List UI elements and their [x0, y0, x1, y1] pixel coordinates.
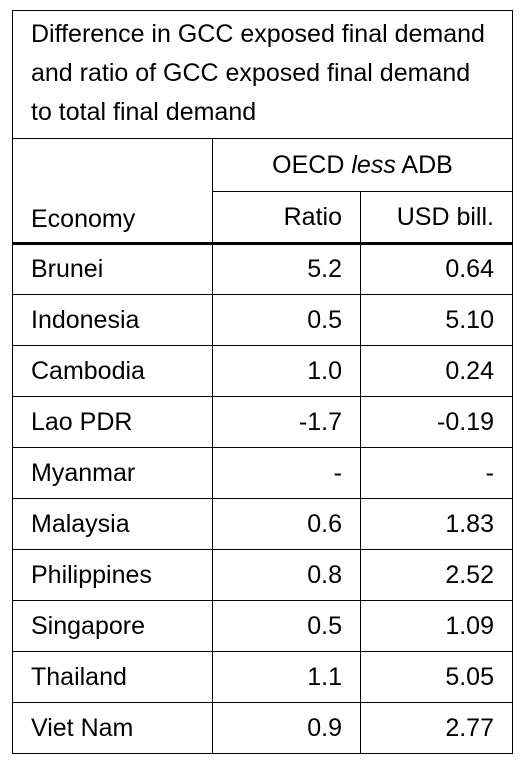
table-row: Brunei 5.2 0.64 — [12, 243, 513, 295]
table-row: Viet Nam 0.9 2.77 — [12, 702, 513, 754]
economy-cell: Singapore — [12, 600, 213, 652]
column-header: Economy — [12, 138, 213, 245]
title-row: Difference in GCC exposed final demand a… — [12, 10, 513, 139]
group-header-part: ADB — [401, 150, 453, 179]
table-row: Malaysia 0.6 1.83 — [12, 498, 513, 550]
value-cell: 0.6 — [212, 498, 361, 550]
group-header-row: Economy OECD less ADB — [12, 138, 513, 245]
table-row: Lao PDR -1.7 -0.19 — [12, 396, 513, 448]
table-row: Indonesia 0.5 5.10 — [12, 294, 513, 346]
table-row: Philippines 0.8 2.52 — [12, 549, 513, 601]
value-cell: 0.5 — [212, 600, 361, 652]
value-cell: 1.0 — [212, 345, 361, 397]
value-cell: - — [212, 447, 361, 499]
value-cell: 1.09 — [360, 600, 513, 652]
economy-cell: Lao PDR — [12, 396, 213, 448]
value-cell: 0.24 — [360, 345, 513, 397]
column-header-row: Ratio USD bill. — [13, 191, 513, 245]
table-row: Singapore 0.5 1.09 — [12, 600, 513, 652]
value-cell: -0.19 — [360, 396, 513, 448]
value-cell: 2.52 — [360, 549, 513, 601]
value-cell: -1.7 — [212, 396, 361, 448]
value-cell: 5.2 — [212, 243, 361, 295]
economy-cell: Myanmar — [12, 447, 213, 499]
value-cell: 0.9 — [212, 702, 361, 754]
value-cell: 5.10 — [360, 294, 513, 346]
value-cell: 0.8 — [212, 549, 361, 601]
economy-cell: Brunei — [12, 243, 213, 295]
value-cell: 2.77 — [360, 702, 513, 754]
value-cell: - — [360, 447, 513, 499]
column-header: USD bill. — [360, 191, 513, 245]
table-container: Difference in GCC exposed final demand a… — [12, 10, 513, 754]
group-header-part: OECD — [272, 150, 345, 179]
economy-cell: Cambodia — [12, 345, 213, 397]
economy-cell: Viet Nam — [12, 702, 213, 754]
value-cell: 0.64 — [360, 243, 513, 295]
value-cell: 1.1 — [212, 651, 361, 703]
economy-cell: Philippines — [12, 549, 213, 601]
table-title: Difference in GCC exposed final demand a… — [12, 10, 513, 139]
value-cell: 5.05 — [360, 651, 513, 703]
table: Difference in GCC exposed final demand a… — [12, 10, 513, 754]
economy-cell: Indonesia — [12, 294, 213, 346]
group-header: OECD less ADB — [212, 138, 513, 192]
table-row: Cambodia 1.0 0.24 — [12, 345, 513, 397]
table-row: Thailand 1.1 5.05 — [12, 651, 513, 703]
value-cell: 1.83 — [360, 498, 513, 550]
table-body: Difference in GCC exposed final demand a… — [12, 10, 513, 754]
economy-cell: Thailand — [12, 651, 213, 703]
economy-cell: Malaysia — [12, 498, 213, 550]
value-cell: 0.5 — [212, 294, 361, 346]
group-header-part: less — [351, 150, 396, 179]
table-row: Myanmar - - — [12, 447, 513, 499]
column-header: Ratio — [212, 191, 361, 245]
